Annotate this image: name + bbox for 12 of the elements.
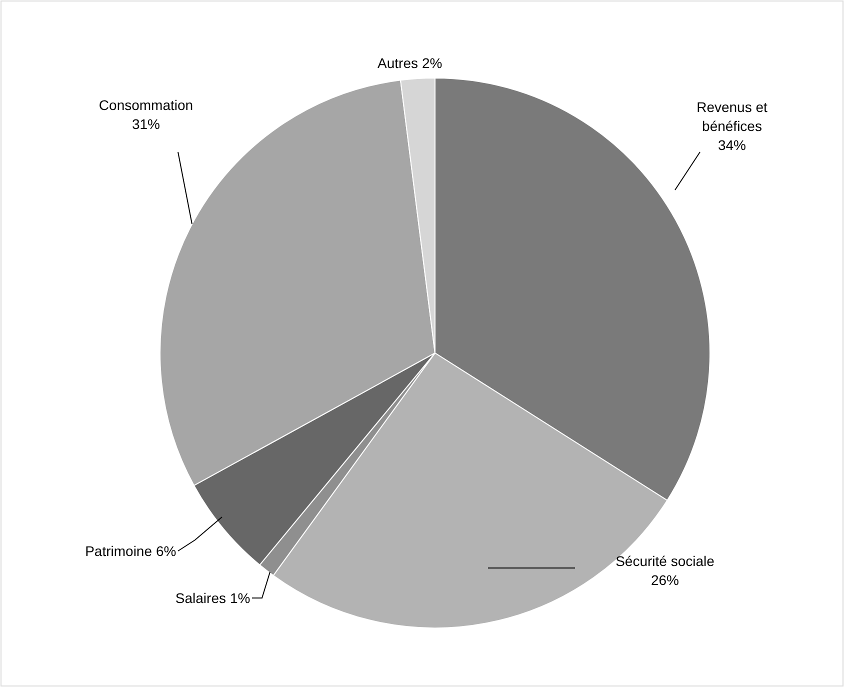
slice-label: Sécurité sociale <box>616 553 715 569</box>
slice-label: Revenus et bénéfices <box>696 99 768 134</box>
data-label: 31% <box>132 116 160 132</box>
slice-label: Salaires <box>175 590 226 606</box>
slice-label: Consommation <box>98 97 194 113</box>
data-label: 6% <box>156 543 176 559</box>
data-label: 2% <box>422 55 442 71</box>
data-label: 1% <box>230 590 250 606</box>
slice-label: Autres <box>378 55 418 71</box>
data-label: 26% <box>650 572 680 588</box>
data-label: 34% <box>718 137 746 153</box>
slice-label: Patrimoine <box>85 543 152 559</box>
